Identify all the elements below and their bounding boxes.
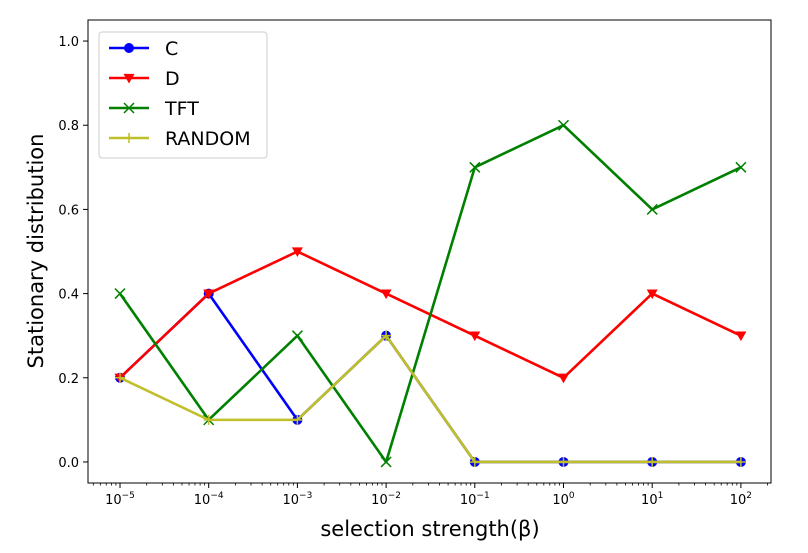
data-point [380,289,392,300]
y-axis-label: Stationary distribution [24,134,48,369]
data-point [123,102,135,114]
data-point [469,331,481,342]
y-tick-label: 0.2 [58,372,79,387]
y-tick-label: 0.6 [58,203,79,218]
data-point [123,73,135,84]
data-point [115,372,125,383]
y-tick-label: 0.4 [58,288,79,303]
data-point [557,119,570,131]
data-point [646,203,658,215]
data-point [292,414,303,425]
legend-item-tft: TFT [109,98,199,120]
legend-item-d: D [109,68,180,90]
data-point [735,456,746,467]
data-point [291,330,303,342]
x-tick-label: 10−2 [371,491,401,508]
legend-item-c: C [109,38,178,60]
data-point [203,289,215,300]
legend-label: TFT [164,98,199,120]
legend-item-random: RANDOM [109,128,251,150]
legend-label: RANDOM [165,128,251,150]
data-point [647,456,658,467]
series-tft [114,119,747,468]
legend-label: C [165,38,178,60]
y-tick-label: 1.0 [58,35,79,50]
x-tick-label: 101 [641,491,663,508]
legend-box [98,31,268,159]
x-tick-label: 10−3 [282,491,312,508]
data-point [291,247,303,257]
data-point [381,330,392,341]
y-axis: 0.0 0.2 0.4 0.6 0.8 1.0 [58,35,88,471]
x-axis-label: selection strength(β) [320,517,539,541]
data-point [646,289,658,300]
series-line [118,123,742,464]
y-tick-label: 0.0 [58,456,79,471]
x-tick-label: 100 [552,491,575,508]
y-tick-label: 0.8 [58,119,79,134]
series-random [115,330,746,467]
data-point [203,414,214,425]
data-point [558,456,569,467]
data-point [124,133,134,143]
x-tick-label: 10−5 [105,491,135,508]
data-point [735,331,747,342]
x-tick-label: 10−1 [460,491,490,508]
data-point [469,456,480,467]
data-point [558,373,569,384]
data-point [114,288,126,300]
data-point [735,161,747,173]
x-tick-label: 10−4 [194,491,224,508]
plot-frame [87,19,772,484]
series-layer [114,119,747,468]
x-axis: 10−5 10−4 10−3 10−2 10−1 100 101 102 [92,483,769,508]
series-line [119,334,741,464]
data-point [380,456,392,468]
legend: CD TFT RANDOM [98,31,268,159]
legend-label: D [165,68,180,90]
data-point [124,43,134,53]
data-point [469,161,481,173]
x-tick-label: 102 [730,491,752,508]
